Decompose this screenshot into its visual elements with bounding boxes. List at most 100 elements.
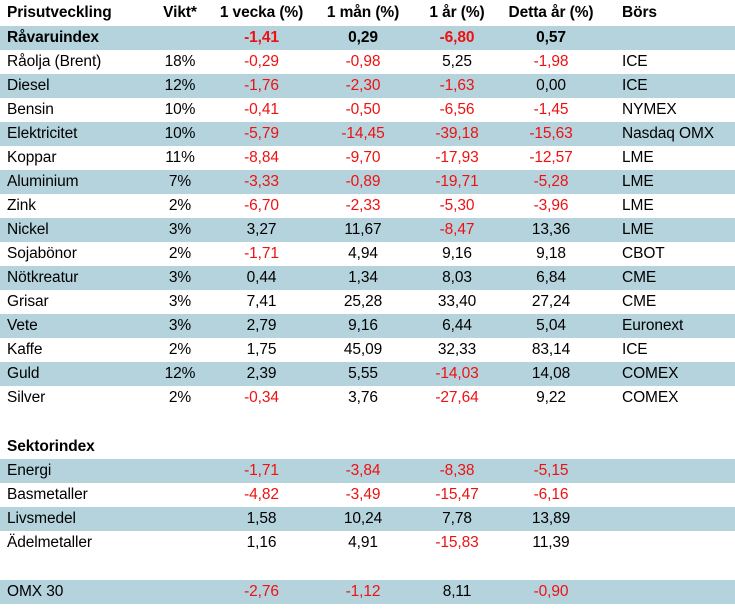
spacer-cell (0, 410, 735, 435)
cell-ytd: 0,00 (501, 74, 601, 98)
cell-name: Ädelmetaller (7, 534, 92, 551)
cell-weight: 2% (168, 197, 192, 214)
cell-name: Basmetaller (7, 486, 88, 503)
cell-weight: 10% (164, 101, 196, 118)
cell-1-year: -15,47 (435, 486, 479, 503)
cell-1-month: -3,84 (313, 459, 413, 483)
table-row: Vete 3% 2,79 9,16 6,44 5,04 Euronext (0, 314, 735, 338)
cell-1-week: 2,39 (210, 362, 313, 386)
cell-weight: 7% (150, 170, 210, 194)
cell-1-month: -14,45 (313, 122, 413, 146)
cell-1-week: 1,16 (246, 534, 277, 551)
cell-weight: 2% (168, 389, 192, 406)
cell-ytd: -3,96 (533, 197, 569, 214)
cell-1-week: -3,33 (210, 170, 313, 194)
table-row: Diesel 12% -1,76 -2,30 -1,63 0,00 ICE (0, 74, 735, 98)
cell-ytd: -1,45 (533, 101, 569, 118)
cell-weight: 12% (150, 362, 210, 386)
cell-1-year: -5,30 (439, 197, 475, 214)
cell-ytd: -6,16 (533, 486, 569, 503)
cell-1-week: 1,58 (210, 507, 313, 531)
cell-ytd: 27,24 (531, 293, 571, 310)
cell-exchange: CME (622, 293, 657, 310)
cell-1-month: 25,28 (343, 293, 383, 310)
cell-exchange (601, 507, 735, 531)
cell-ytd: -1,98 (533, 53, 569, 70)
cell-1-week: 7,41 (246, 293, 277, 310)
cell-ytd: 13,36 (501, 218, 601, 242)
cell-1-week: -0,41 (244, 101, 279, 118)
cell-name: Kaffe (7, 341, 43, 358)
cell-1-year: -19,71 (413, 170, 501, 194)
cell-1-month: 0,29 (313, 26, 413, 50)
cell-1-week: -8,84 (244, 149, 279, 166)
cell-ytd: -0,90 (501, 580, 601, 604)
spacer-row (0, 555, 735, 580)
header-row: Prisutveckling Vikt* 1 vecka (%) 1 mån (… (0, 0, 735, 26)
cell-1-year: 8,03 (413, 266, 501, 290)
cell-ytd: 83,14 (531, 341, 571, 358)
cell-exchange: ICE (601, 74, 735, 98)
cell-1-month: 10,24 (313, 507, 413, 531)
table-row: Energi -1,71 -3,84 -8,38 -5,15 (0, 459, 735, 483)
cell-1-year: 6,44 (413, 314, 501, 338)
cell-1-year: -8,47 (413, 218, 501, 242)
table-row: Koppar 11% -8,84 -9,70 -17,93 -12,57 LME (0, 146, 735, 170)
cell-1-month: 45,09 (343, 341, 383, 358)
cell-exchange: ICE (622, 53, 648, 70)
cell-ytd: -12,57 (529, 149, 573, 166)
cell-weight: 3% (168, 293, 192, 310)
cell-weight (150, 435, 210, 459)
spacer-row (0, 410, 735, 435)
cell-exchange: CBOT (622, 245, 665, 262)
cell-name: Diesel (0, 74, 150, 98)
cell-name: Bensin (7, 101, 54, 118)
cell-1-month: -2,30 (313, 74, 413, 98)
cell-weight: 2% (168, 245, 192, 262)
cell-ytd: 9,18 (536, 245, 566, 262)
cell-ytd (501, 435, 601, 459)
cell-ytd: -5,28 (501, 170, 601, 194)
cell-weight (150, 580, 210, 604)
cell-name: Aluminium (0, 170, 150, 194)
cell-1-year: -6,80 (413, 26, 501, 50)
table-row: Nötkreatur 3% 0,44 1,34 8,03 6,84 CME (0, 266, 735, 290)
cell-name: Livsmedel (0, 507, 150, 531)
cell-weight: 3% (150, 314, 210, 338)
cell-ytd: 5,04 (501, 314, 601, 338)
cell-weight: 2% (168, 341, 192, 358)
cell-1-month: -1,12 (313, 580, 413, 604)
cell-1-week: -4,82 (244, 486, 279, 503)
cell-1-year: -27,64 (435, 389, 479, 406)
cell-1-week: 0,44 (210, 266, 313, 290)
cell-1-month: 5,55 (313, 362, 413, 386)
cell-weight: 11% (165, 149, 195, 166)
cell-1-month: 9,16 (313, 314, 413, 338)
cell-exchange: LME (601, 218, 735, 242)
table-row: Råolja (Brent) 18% -0,29 -0,98 5,25 -1,98 ICE (0, 50, 735, 74)
cell-1-year: -17,93 (435, 149, 479, 166)
table-row: Elektricitet 10% -5,79 -14,45 -39,18 -15,63 Na… (0, 122, 735, 146)
cell-weight: 12% (150, 74, 210, 98)
table-row: Livsmedel 1,58 10,24 7,78 13,89 (0, 507, 735, 531)
cell-exchange (601, 459, 735, 483)
cell-1-month: -2,33 (345, 197, 381, 214)
cell-name: Grisar (7, 293, 49, 310)
cell-weight (150, 531, 210, 555)
cell-1-month: 1,34 (313, 266, 413, 290)
cell-name: Nickel (0, 218, 150, 242)
cell-weight: 18% (164, 53, 196, 70)
cell-1-month: -0,98 (345, 53, 381, 70)
cell-exchange: LME (622, 149, 654, 166)
table-row: Basmetaller -4,82 -3,49 -15,47 -6,16 (0, 483, 735, 507)
cell-name: OMX 30 (0, 580, 150, 604)
cell-exchange (601, 531, 735, 555)
cell-weight (150, 459, 210, 483)
table-row: Grisar 3% 7,41 25,28 33,40 27,24 CME (0, 290, 735, 314)
cell-name: Sektorindex (7, 438, 95, 455)
cell-weight: 10% (150, 122, 210, 146)
cell-1-year: -1,63 (413, 74, 501, 98)
cell-1-month: 4,94 (348, 245, 378, 262)
